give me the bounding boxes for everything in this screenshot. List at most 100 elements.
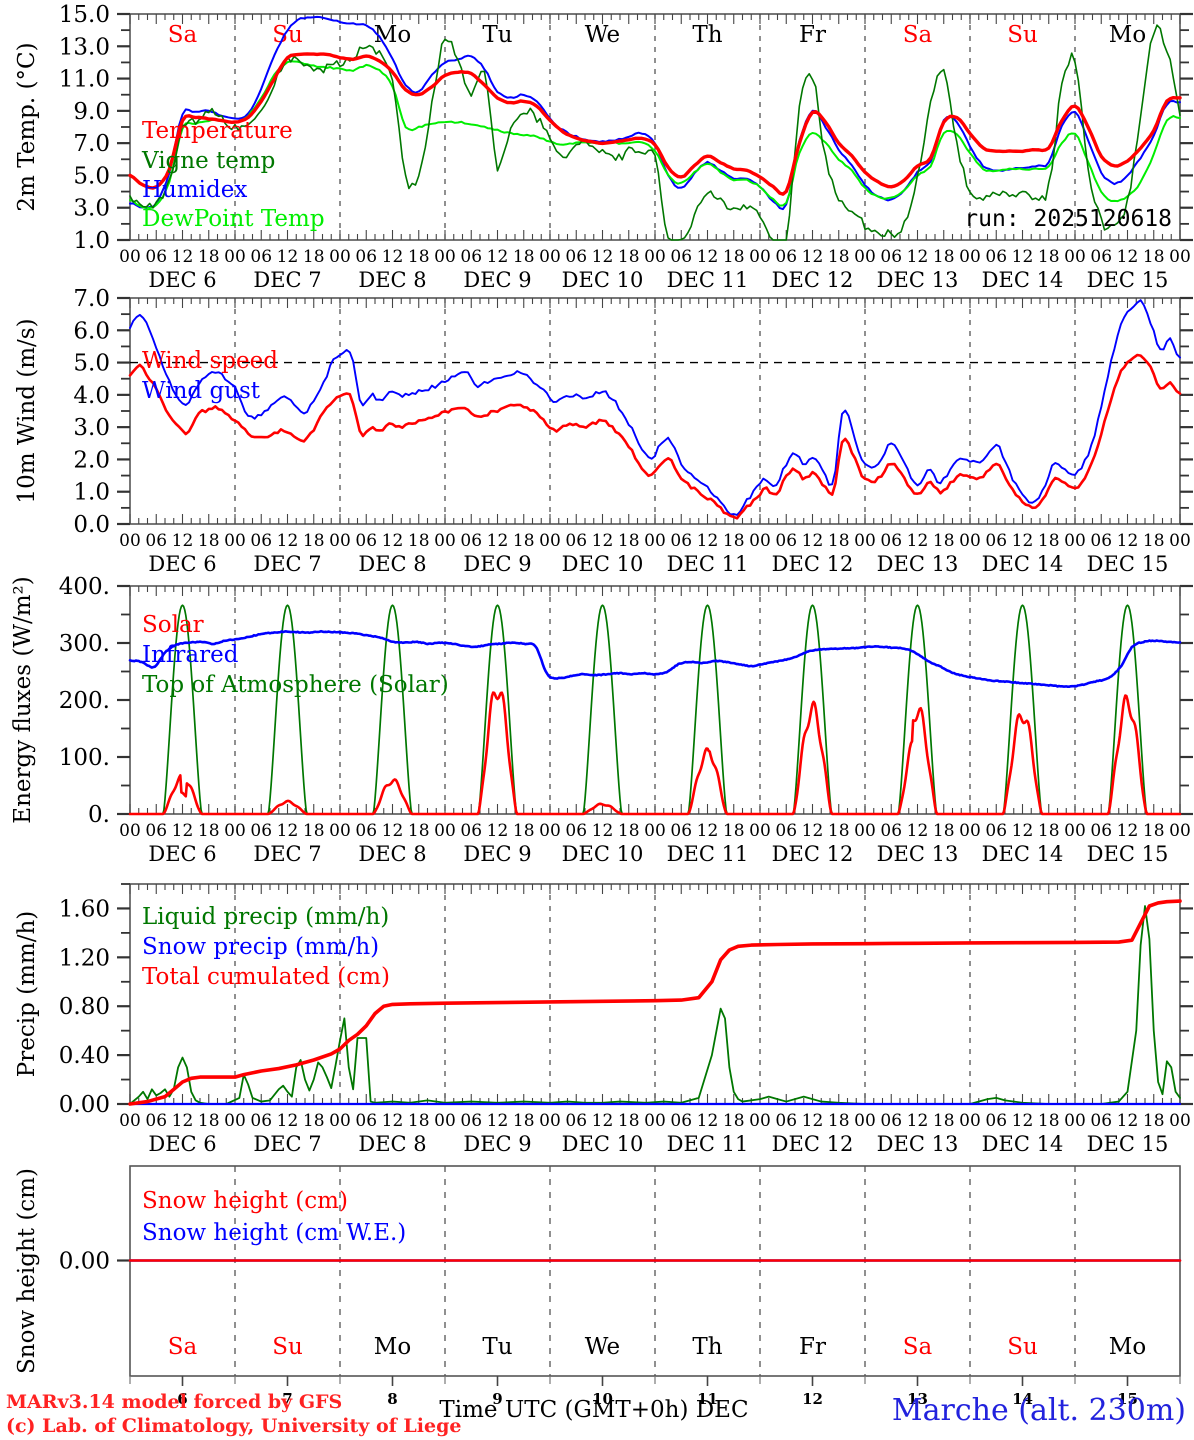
xaxis-hour-label: 06 xyxy=(985,531,1007,551)
xaxis-hour-label: 00 xyxy=(959,531,981,551)
xaxis-hour-label: 18 xyxy=(933,821,955,841)
xaxis-day-label: DEC 14 xyxy=(982,268,1064,292)
xaxis-day-label: DEC 8 xyxy=(358,842,426,866)
precip-ytick-label: 0.40 xyxy=(59,1043,110,1069)
wind-ytick-label: 0.0 xyxy=(73,512,110,538)
xaxis-day-label: DEC 14 xyxy=(982,842,1064,866)
xaxis-hour-label: 12 xyxy=(1117,247,1139,267)
bottom-dow-label-sa: Sa xyxy=(168,1334,198,1360)
xaxis-hour-label: 18 xyxy=(723,1111,745,1131)
xaxis-hour-label: 06 xyxy=(880,247,902,267)
xaxis-hour-label: 18 xyxy=(303,531,325,551)
xaxis-day-label: DEC 8 xyxy=(358,552,426,576)
energy-ytick-label: 200. xyxy=(59,688,110,714)
xaxis-day-label: DEC 7 xyxy=(253,552,321,576)
xaxis-hour-label: 12 xyxy=(1012,247,1034,267)
xaxis-hour-label: 12 xyxy=(487,821,509,841)
xaxis-hour-label: 12 xyxy=(172,821,194,841)
xaxis-hour-label: 12 xyxy=(172,531,194,551)
xaxis-hour-label: 12 xyxy=(1012,821,1034,841)
xaxis-hour-label: 12 xyxy=(907,247,929,267)
bottom-day-number: 12 xyxy=(802,1390,823,1408)
xaxis-hour-label: 00 xyxy=(119,531,141,551)
xaxis-hour-label: 00 xyxy=(1169,531,1191,551)
xaxis-hour-label: 00 xyxy=(959,1111,981,1131)
xaxis-day-label: DEC 7 xyxy=(253,842,321,866)
xaxis-hour-label: 00 xyxy=(434,247,456,267)
temperature-ytick-label: 15.0 xyxy=(59,2,110,28)
energy-solar-series xyxy=(128,691,1182,816)
bottom-dow-label-th: Th xyxy=(692,1334,722,1360)
xaxis-day-label: DEC 11 xyxy=(667,552,749,576)
temperature-ytick-label: 1.0 xyxy=(73,228,110,254)
xaxis-hour-label: 06 xyxy=(355,1111,377,1131)
xaxis-hour-label: 18 xyxy=(618,821,640,841)
energy-legend-top-of-atmosphere-solar: Top of Atmosphere (Solar) xyxy=(142,672,449,698)
xaxis-hour-label: 18 xyxy=(408,1111,430,1131)
xaxis-hour-label: 00 xyxy=(854,531,876,551)
xaxis-hour-label: 18 xyxy=(408,821,430,841)
xaxis-hour-label: 06 xyxy=(880,531,902,551)
xaxis-hour-label: 18 xyxy=(1143,1111,1165,1131)
xaxis-hour-label: 12 xyxy=(802,1111,824,1131)
xaxis-hour-label: 00 xyxy=(644,247,666,267)
xaxis-hour-label: 00 xyxy=(854,247,876,267)
xaxis-hour-label: 12 xyxy=(592,821,614,841)
xaxis-day-label: DEC 7 xyxy=(253,1132,321,1156)
xaxis-hour-label: 12 xyxy=(487,531,509,551)
xaxis-hour-label: 18 xyxy=(618,247,640,267)
xaxis-hour-label: 06 xyxy=(670,247,692,267)
xaxis-hour-label: 00 xyxy=(644,821,666,841)
xaxis-hour-label: 06 xyxy=(565,821,587,841)
bottom-dow-label-tu: Tu xyxy=(482,1334,512,1360)
xaxis-hour-label: 12 xyxy=(592,1111,614,1131)
xaxis-day-label: DEC 10 xyxy=(562,552,644,576)
xaxis-hour-label: 00 xyxy=(224,531,246,551)
xaxis-hour-label: 12 xyxy=(802,821,824,841)
bottom-day-number: 11 xyxy=(697,1390,718,1408)
xaxis-hour-label: 18 xyxy=(198,1111,220,1131)
wind-ytick-label: 2.0 xyxy=(73,447,110,473)
run-label: run: 2025120618 xyxy=(964,206,1172,232)
xaxis-day-label: DEC 11 xyxy=(667,842,749,866)
dow-label-th: Th xyxy=(692,22,722,48)
xaxis-hour-label: 18 xyxy=(198,247,220,267)
xaxis-hour-label: 06 xyxy=(355,821,377,841)
xaxis-hour-label: 00 xyxy=(329,1111,351,1131)
precip-legend-total-cumulated-cm-: Total cumulated (cm) xyxy=(142,964,390,990)
wind-ytick-label: 1.0 xyxy=(73,480,110,506)
xaxis-hour-label: 06 xyxy=(250,531,272,551)
temp-legend-vigne-temp: Vigne temp xyxy=(141,148,275,174)
xaxis-hour-label: 12 xyxy=(802,247,824,267)
xaxis-day-label: DEC 13 xyxy=(877,842,959,866)
xaxis-hour-label: 00 xyxy=(224,821,246,841)
energy-ytick-label: 0. xyxy=(88,802,110,828)
xaxis-hour-label: 12 xyxy=(382,247,404,267)
xaxis-hour-label: 12 xyxy=(907,821,929,841)
bottom-dow-label-we: We xyxy=(585,1334,620,1360)
xaxis-hour-label: 00 xyxy=(119,821,141,841)
xaxis-hour-label: 18 xyxy=(933,531,955,551)
wind-ytick-label: 5.0 xyxy=(73,351,110,377)
xaxis-day-label: DEC 6 xyxy=(148,552,216,576)
bottom-dow-label-fr: Fr xyxy=(799,1334,826,1360)
xaxis-day-label: DEC 14 xyxy=(982,552,1064,576)
xaxis-day-label: DEC 8 xyxy=(358,268,426,292)
xaxis-hour-label: 06 xyxy=(775,1111,797,1131)
bottom-day-number: 6 xyxy=(177,1390,187,1408)
xaxis-hour-label: 00 xyxy=(854,1111,876,1131)
xaxis-day-label: DEC 13 xyxy=(877,268,959,292)
bottom-dow-label-mo: Mo xyxy=(374,1334,411,1360)
dow-label-mo: Mo xyxy=(374,22,411,48)
xaxis-hour-label: 12 xyxy=(382,821,404,841)
xaxis-hour-label: 12 xyxy=(697,821,719,841)
dow-label-tu: Tu xyxy=(482,22,512,48)
snow-legend-snow-height-cm-w.e.-: Snow height (cm W.E.) xyxy=(142,1220,406,1246)
xaxis-hour-label: 12 xyxy=(172,247,194,267)
xaxis-hour-label: 18 xyxy=(828,821,850,841)
precip-ytick-label: 0.80 xyxy=(59,994,110,1020)
xaxis-day-label: DEC 6 xyxy=(148,842,216,866)
xaxis-day-label: DEC 15 xyxy=(1087,552,1169,576)
xaxis-hour-label: 06 xyxy=(565,1111,587,1131)
temp-legend-humidex: Humidex xyxy=(142,177,247,203)
